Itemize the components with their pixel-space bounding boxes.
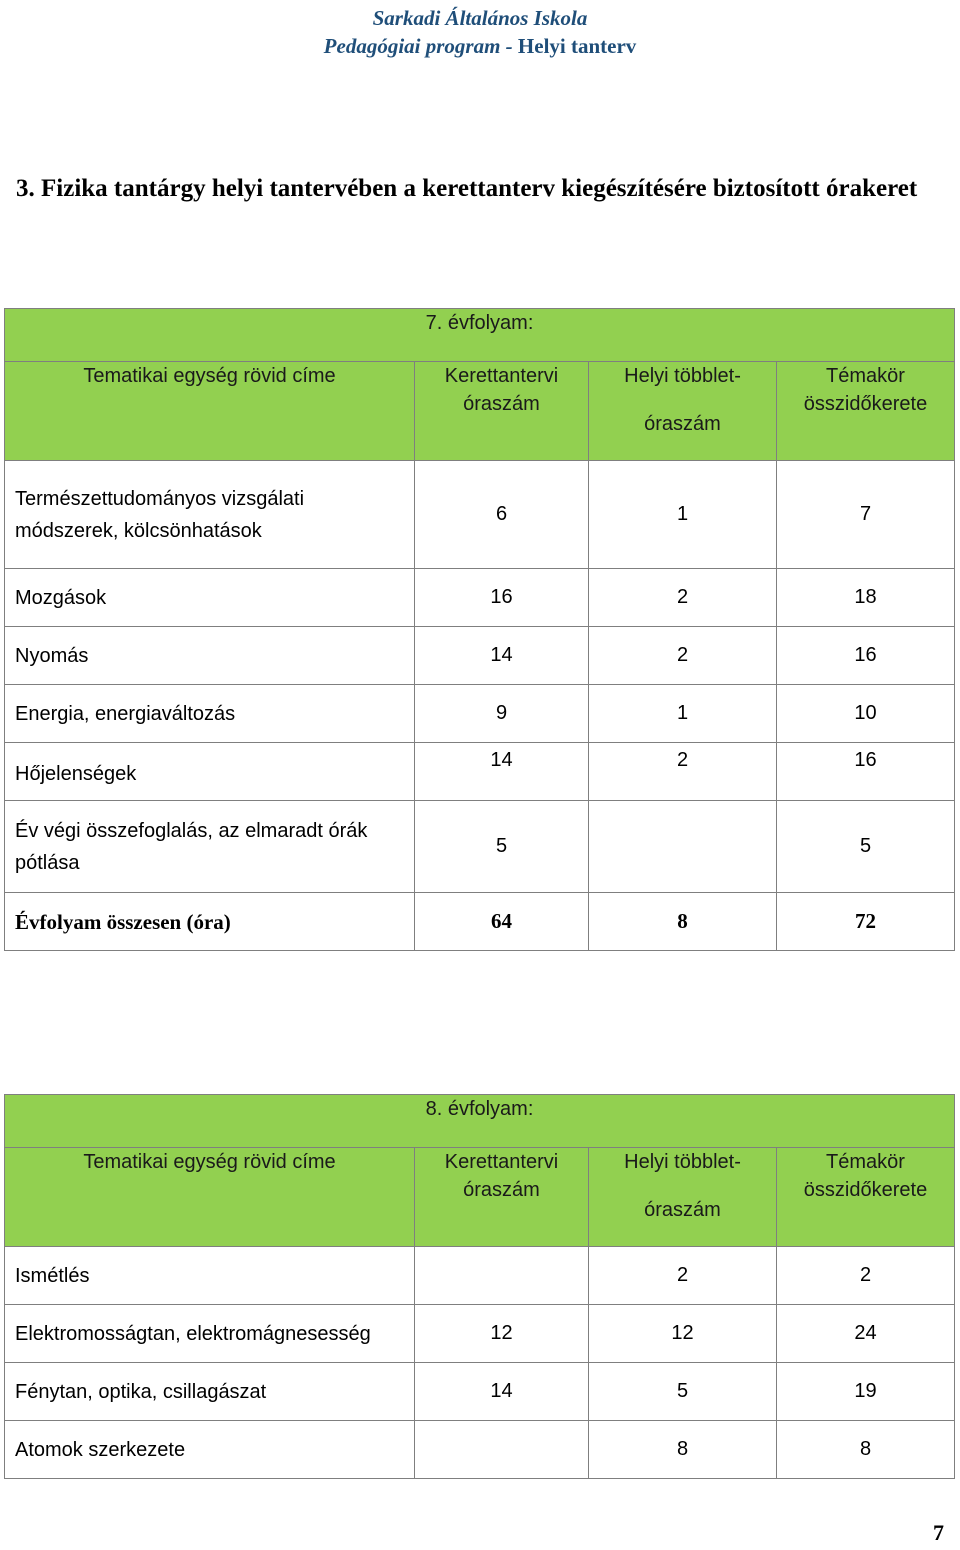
row-local-hours: 5 [588,1362,777,1421]
col-header-topic: Tematikai egység rövid címe [4,1147,415,1247]
row-topic: Természettudományos vizsgálati módszerek… [4,460,415,569]
page-number: 7 [933,1520,944,1545]
program-suffix: Helyi tanterv [517,34,637,58]
grade7-header-row: Tematikai egység rövid címe Kerettanterv… [4,361,955,461]
row-local-hours [588,800,777,893]
row-topic: Energia, energiaváltozás [4,684,415,743]
grade7-label-row: 7. évfolyam: [4,308,955,362]
col-header-total-hours: Témakör összidőkerete [776,361,955,461]
row-local-hours: 2 [588,742,777,801]
row-total-hours: 2 [776,1246,955,1305]
col-header-local-line1: Helyi többlet- [624,365,741,387]
table-row: Atomok szerkezete 8 8 [4,1420,955,1479]
col-header-total-hours: Témakör összidőkerete [776,1147,955,1247]
program-name: Pedagógiai program - Helyi tanterv [0,32,960,60]
row-local-hours: 1 [588,460,777,569]
row-total-hours: 19 [776,1362,955,1421]
col-header-total-line2: összidőkerete [803,393,928,415]
grade7-label: 7. évfolyam: [4,308,955,362]
row-local-hours: 2 [588,1246,777,1305]
col-header-local-line2: óraszám [644,413,721,435]
table-row: Hőjelenségek 14 2 16 [4,742,955,801]
table-row: Energia, energiaváltozás 9 1 10 [4,684,955,743]
col-header-frame-hours: Kerettantervi óraszám [414,361,589,461]
total-total-hours: 72 [776,892,955,951]
row-frame-hours: 14 [414,626,589,685]
row-frame-hours: 12 [414,1304,589,1363]
row-local-hours: 2 [588,626,777,685]
row-total-hours: 18 [776,568,955,627]
row-total-hours: 24 [776,1304,955,1363]
row-topic: Év végi összefoglalás, az elmaradt órák … [4,800,415,893]
row-total-hours: 8 [776,1420,955,1479]
col-header-topic: Tematikai egység rövid címe [4,361,415,461]
page-header: Sarkadi Általános Iskola Pedagógiai prog… [0,4,960,60]
school-name: Sarkadi Általános Iskola [372,6,588,30]
row-topic: Nyomás [4,626,415,685]
grade8-label: 8. évfolyam: [4,1094,955,1148]
total-label: Évfolyam összesen (óra) [4,892,415,951]
table-row: Év végi összefoglalás, az elmaradt órák … [4,800,955,893]
row-total-hours: 16 [776,626,955,685]
grade8-label-row: 8. évfolyam: [4,1094,955,1148]
row-local-hours: 12 [588,1304,777,1363]
total-row: Évfolyam összesen (óra) 64 8 72 [4,892,955,951]
row-total-hours: 7 [776,460,955,569]
col-header-local-line1: Helyi többlet- [624,1151,741,1173]
section-title: 3. Fizika tantárgy helyi tantervében a k… [16,175,918,202]
row-frame-hours: 5 [414,800,589,893]
row-frame-hours: 9 [414,684,589,743]
table-row: Elektromosságtan, elektromágnesesség 12 … [4,1304,955,1363]
row-frame-hours: 16 [414,568,589,627]
col-header-frame-line1: Kerettantervi [444,365,559,387]
program-prefix: Pedagógiai program - [323,34,518,58]
col-header-local-line2: óraszám [644,1199,721,1221]
row-local-hours: 1 [588,684,777,743]
table-row: Mozgások 16 2 18 [4,568,955,627]
grade8-table: 8. évfolyam: Tematikai egység rövid címe… [4,1094,955,1479]
table-row: Fénytan, optika, csillagászat 14 5 19 [4,1362,955,1421]
row-topic: Atomok szerkezete [4,1420,415,1479]
row-total-hours: 5 [776,800,955,893]
table-row: Természettudományos vizsgálati módszerek… [4,460,955,569]
row-topic: Fénytan, optika, csillagászat [4,1362,415,1421]
table-row: Ismétlés 2 2 [4,1246,955,1305]
grade8-header-row: Tematikai egység rövid címe Kerettanterv… [4,1147,955,1247]
col-header-local-hours: Helyi többlet-óraszám [588,1147,777,1247]
grade7-table: 7. évfolyam: Tematikai egység rövid címe… [4,308,955,951]
col-header-topic-text: Tematikai egység rövid címe [83,365,336,387]
row-total-hours: 16 [776,742,955,801]
col-header-frame-line1: Kerettantervi [444,1151,559,1173]
row-frame-hours: 6 [414,460,589,569]
col-header-frame-line2: óraszám [463,393,540,415]
col-header-topic-text: Tematikai egység rövid címe [83,1151,336,1173]
row-topic: Hőjelenségek [4,742,415,801]
col-header-frame-hours: Kerettantervi óraszám [414,1147,589,1247]
row-total-hours: 10 [776,684,955,743]
row-frame-hours: 14 [414,1362,589,1421]
col-header-total-line1: Témakör [826,365,905,387]
row-topic: Elektromosságtan, elektromágnesesség [4,1304,415,1363]
row-frame-hours [414,1420,589,1479]
row-local-hours: 2 [588,568,777,627]
row-frame-hours: 14 [414,742,589,801]
total-frame-hours: 64 [414,892,589,951]
col-header-frame-line2: óraszám [463,1179,540,1201]
row-frame-hours [414,1246,589,1305]
row-topic: Ismétlés [4,1246,415,1305]
table-row: Nyomás 14 2 16 [4,626,955,685]
col-header-total-line1: Témakör [826,1151,905,1173]
total-local-hours: 8 [588,892,777,951]
col-header-local-hours: Helyi többlet-óraszám [588,361,777,461]
row-topic: Mozgások [4,568,415,627]
col-header-total-line2: összidőkerete [803,1179,928,1201]
row-local-hours: 8 [588,1420,777,1479]
